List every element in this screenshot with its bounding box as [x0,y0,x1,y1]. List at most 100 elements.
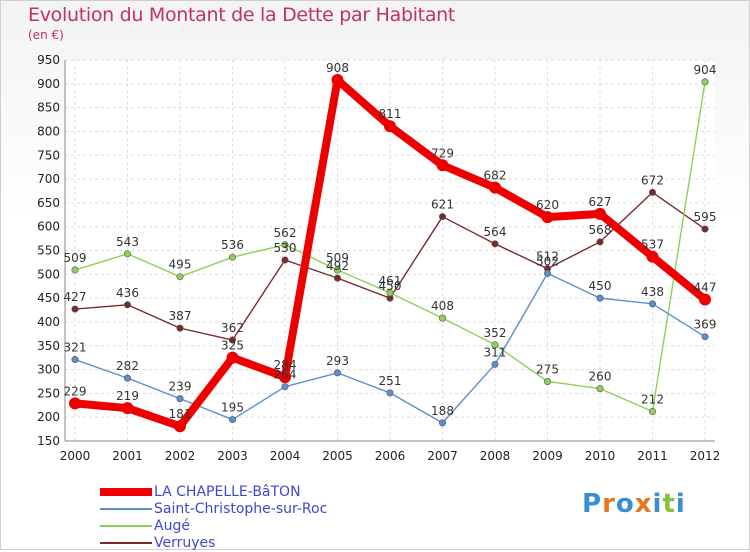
data-point [121,402,134,415]
y-tick-label: 650 [37,196,60,210]
x-tick-label: 2012 [690,449,721,463]
data-point [176,395,184,403]
legend-item: Augé [100,518,400,535]
data-point [491,360,499,368]
data-label: 543 [116,235,139,249]
data-point [386,289,394,297]
data-point [333,266,341,274]
x-tick-label: 2007 [427,449,458,463]
logo-letter: x [634,489,653,519]
data-point [174,420,186,433]
data-point [438,314,446,322]
data-point [596,238,604,246]
legend-item: Saint-Christophe-sur-Roc [100,501,400,518]
data-label: 595 [694,210,717,224]
data-label: 621 [431,198,454,212]
data-point [124,250,132,258]
chart-title: Evolution du Montant de la Dette par Hab… [28,4,456,26]
data-label: 282 [116,359,139,373]
data-label: 260 [589,370,612,384]
x-tick-label: 2010 [585,449,616,463]
data-label: 325 [221,339,244,353]
data-point [229,416,237,424]
data-point [331,74,344,87]
y-tick-label: 400 [37,315,60,329]
data-label: 311 [484,345,507,359]
data-label: 495 [169,258,192,272]
y-tick-label: 350 [37,339,60,353]
y-tick-label: 950 [37,53,60,67]
data-label: 461 [379,274,402,288]
logo-letter: t [662,489,676,519]
x-tick-label: 2002 [165,449,196,463]
data-label: 537 [641,238,664,252]
chart-unit: (en €) [28,28,64,42]
y-tick-label: 450 [37,291,60,305]
logo-letter: o [615,489,635,519]
data-point [281,241,289,249]
legend-item: LA CHAPELLE-BâTON [100,484,400,501]
data-label: 181 [169,407,192,421]
data-point [543,269,551,277]
data-point [438,213,446,221]
legend-label: LA CHAPELLE-BâTON [154,484,301,500]
legend-swatch [100,525,152,527]
legend-label: Verruyes [154,535,216,551]
data-point [438,419,446,427]
logo-letter: i [652,489,663,519]
y-tick-label: 900 [37,77,60,91]
data-label: 239 [169,380,192,394]
y-tick-label: 850 [37,101,60,115]
legend-swatch [100,488,152,496]
chart-legend: LA CHAPELLE-BâTON Saint-Christophe-sur-Ro… [100,484,400,552]
data-label: 530 [274,241,297,255]
data-point [646,250,659,263]
data-point [543,377,551,385]
data-label: 436 [116,286,139,300]
data-point [386,389,394,397]
data-point [229,253,237,261]
y-tick-label: 200 [37,410,60,424]
x-tick-label: 2006 [375,449,406,463]
y-tick-label: 750 [37,148,60,162]
data-label: 195 [221,401,244,415]
data-label: 811 [379,107,402,121]
data-label: 251 [379,374,402,388]
chart-points [69,74,711,433]
data-label: 188 [431,404,454,418]
data-label: 321 [64,341,87,355]
data-point [648,407,656,415]
legend-item: Verruyes [100,535,400,552]
data-label: 682 [484,169,507,183]
data-point [594,207,606,220]
data-point [71,356,79,364]
data-label: 729 [431,146,454,160]
data-label: 564 [484,225,507,239]
data-point [489,181,501,194]
data-label: 427 [64,290,87,304]
data-point [281,383,289,391]
data-label: 369 [694,318,717,332]
data-point [596,294,604,302]
data-label: 492 [326,259,349,273]
data-point [124,301,132,309]
data-label: 447 [694,281,717,295]
data-label: 264 [274,368,297,382]
data-point [701,78,709,86]
chart-axes: 150 200 250 300 350 400 450 500 550 600 650 700 750 8… [37,53,720,463]
legend-label: Saint-Christophe-sur-Roc [154,501,328,517]
data-point [176,324,184,332]
data-point [124,374,132,382]
data-point [226,351,239,364]
data-point [701,225,709,233]
data-label: 904 [694,63,717,77]
y-tick-label: 800 [37,124,60,138]
data-point [69,397,81,410]
data-label: 450 [589,279,612,293]
chart-data-labels: 229 219 181 325 284 908 811 729 682 620 627 537 447 3… [64,61,717,421]
data-point [176,273,184,281]
data-point [699,293,711,306]
x-tick-label: 2001 [112,449,143,463]
data-label: 275 [536,362,559,376]
